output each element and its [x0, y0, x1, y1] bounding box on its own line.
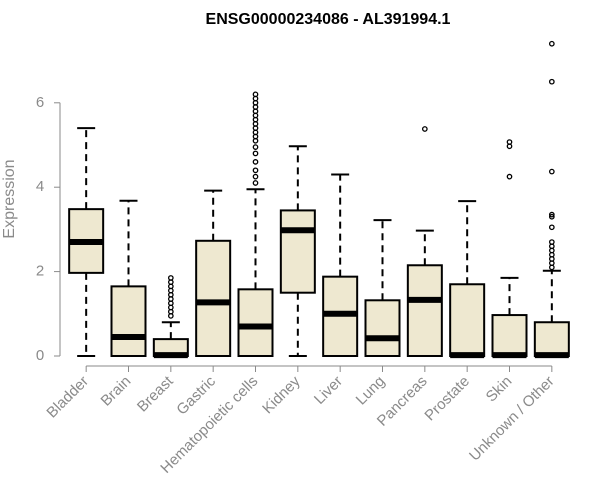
- box-breast: [152, 275, 189, 359]
- outlier-point: [548, 224, 555, 231]
- box-hematopoietic-cells: [237, 91, 274, 358]
- box-lung: [364, 219, 401, 357]
- outlier-point: [548, 239, 555, 245]
- outlier-point: [252, 180, 259, 186]
- outlier-point: [167, 275, 174, 281]
- box-brain: [110, 199, 147, 357]
- box-gastric: [195, 189, 232, 358]
- box-bladder: [68, 127, 105, 357]
- outlier-point: [252, 173, 259, 180]
- box-kidney: [279, 145, 316, 357]
- y-axis-label: Expression: [1, 159, 18, 238]
- outlier-point: [548, 211, 555, 218]
- iqr-box: [406, 264, 443, 357]
- outlier-point: [548, 213, 555, 220]
- iqr-box: [195, 239, 232, 358]
- x-tick-label: Breast: [134, 372, 177, 415]
- y-tick-label: 6: [36, 94, 44, 111]
- x-tick-label: Bladder: [43, 373, 92, 422]
- box-prostate: [449, 200, 486, 359]
- box-liver: [322, 173, 359, 357]
- x-tick-label: Brain: [98, 373, 135, 410]
- x-tick-label: Prostate: [421, 373, 473, 425]
- iqr-box: [279, 209, 316, 294]
- outlier-point: [252, 91, 259, 98]
- iqr-box: [364, 299, 401, 357]
- box-group: [68, 40, 570, 359]
- outlier-point: [252, 159, 259, 165]
- outlier-point: [252, 167, 259, 174]
- x-tick-label: Liver: [311, 373, 346, 408]
- outlier-point: [252, 144, 259, 150]
- iqr-box: [449, 283, 486, 358]
- chart-title: ENSG00000234086 - AL391994.1: [206, 11, 451, 28]
- outlier-point: [421, 126, 428, 132]
- outlier-point: [548, 168, 555, 175]
- outlier-point: [506, 173, 513, 180]
- iqr-box: [110, 285, 147, 357]
- outlier-point: [506, 139, 513, 145]
- outlier-point: [548, 40, 555, 47]
- box-skin: [491, 139, 528, 359]
- x-tick-label: Skin: [483, 373, 516, 406]
- y-tick-label: 4: [36, 178, 44, 195]
- outlier-point: [548, 78, 555, 85]
- x-tick-label: Lung: [353, 373, 389, 409]
- iqr-box: [491, 314, 528, 358]
- outlier-point: [252, 150, 259, 157]
- box-pancreas: [406, 126, 443, 357]
- y-tick-label: 2: [36, 263, 44, 280]
- iqr-box: [237, 288, 274, 358]
- x-tick-label: Kidney: [259, 372, 304, 417]
- iqr-box: [533, 321, 570, 357]
- y-tick-label: 0: [36, 347, 44, 364]
- y-axis: 0 2 4 6: [36, 94, 61, 364]
- box-unknown-other: [533, 40, 570, 359]
